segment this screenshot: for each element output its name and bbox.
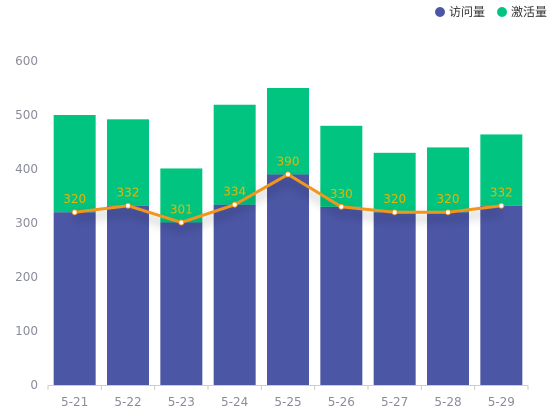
- line-point: [231, 201, 238, 208]
- y-tick-label: 100: [15, 324, 38, 338]
- line-point: [178, 219, 185, 226]
- y-tick-label: 400: [15, 162, 38, 176]
- bar-segment-visits: [480, 205, 523, 385]
- legend-label: 激活量: [511, 5, 547, 19]
- y-tick-label: 200: [15, 270, 38, 284]
- line-point: [338, 203, 345, 210]
- bar-segment-activations: [267, 88, 309, 175]
- bar-segment-activations: [427, 147, 469, 213]
- bar-segment-visits: [160, 222, 203, 385]
- bar-segment-activations: [373, 152, 416, 213]
- data-label: 301: [170, 202, 193, 216]
- line-point: [285, 171, 291, 178]
- legend-marker: [435, 7, 445, 17]
- y-tick-label: 500: [15, 108, 38, 122]
- data-label: 320: [383, 192, 406, 206]
- y-axis: 0 100 200 300 400 500 600: [15, 54, 38, 392]
- y-tick-label: 0: [30, 378, 38, 392]
- x-tick-label: 5-22: [114, 395, 141, 409]
- bar-segment-activations: [160, 168, 203, 223]
- x-tick-label: 5-29: [488, 395, 515, 409]
- bar-segment-visits: [267, 174, 309, 385]
- x-axis: 5-21 5-22 5-23 5-24 5-25 5-26 5-27 5-28 5-29: [47, 385, 529, 409]
- x-tick-label: 5-28: [434, 395, 461, 409]
- data-label: 332: [117, 186, 140, 200]
- bar-segment-activations: [213, 104, 256, 205]
- bar-segment-activations: [53, 115, 96, 213]
- legend[interactable]: 激活量 访问量: [435, 5, 547, 19]
- y-tick-label: 600: [15, 54, 38, 68]
- line-point: [71, 209, 78, 216]
- line-series: [71, 171, 505, 226]
- x-tick-label: 5-27: [381, 395, 408, 409]
- x-tick-label: 5-23: [168, 395, 195, 409]
- bar-segment-activations: [107, 119, 149, 206]
- x-tick-label: 5-26: [328, 395, 355, 409]
- line-point: [498, 202, 505, 209]
- bar-segment-visits: [373, 212, 416, 385]
- bar-segment-visits: [427, 212, 469, 385]
- bar-segment-visits: [213, 204, 256, 385]
- data-label: 390: [277, 154, 300, 168]
- bar-segment-activations: [480, 134, 523, 206]
- x-tick-label: 5-24: [221, 395, 248, 409]
- data-label: 332: [490, 186, 513, 200]
- bar-segment-visits: [107, 205, 149, 385]
- line-point: [125, 202, 131, 209]
- bar-segment-visits: [320, 206, 363, 385]
- legend-marker: [497, 7, 507, 17]
- bar-segment-activations: [320, 125, 363, 207]
- data-labels: 320 332 301 334 390 330 320 320 332: [63, 154, 513, 216]
- line-point: [391, 209, 398, 216]
- bars: [53, 88, 523, 385]
- bar-segment-visits: [53, 212, 96, 385]
- data-label: 330: [330, 187, 353, 201]
- x-tick-label: 5-25: [274, 395, 301, 409]
- y-tick-label: 300: [15, 216, 38, 230]
- data-label: 320: [63, 192, 86, 206]
- data-label: 334: [223, 185, 246, 199]
- line-point: [445, 209, 451, 216]
- x-tick-label: 5-21: [61, 395, 88, 409]
- data-label: 320: [437, 192, 460, 206]
- legend-label: 访问量: [449, 5, 485, 19]
